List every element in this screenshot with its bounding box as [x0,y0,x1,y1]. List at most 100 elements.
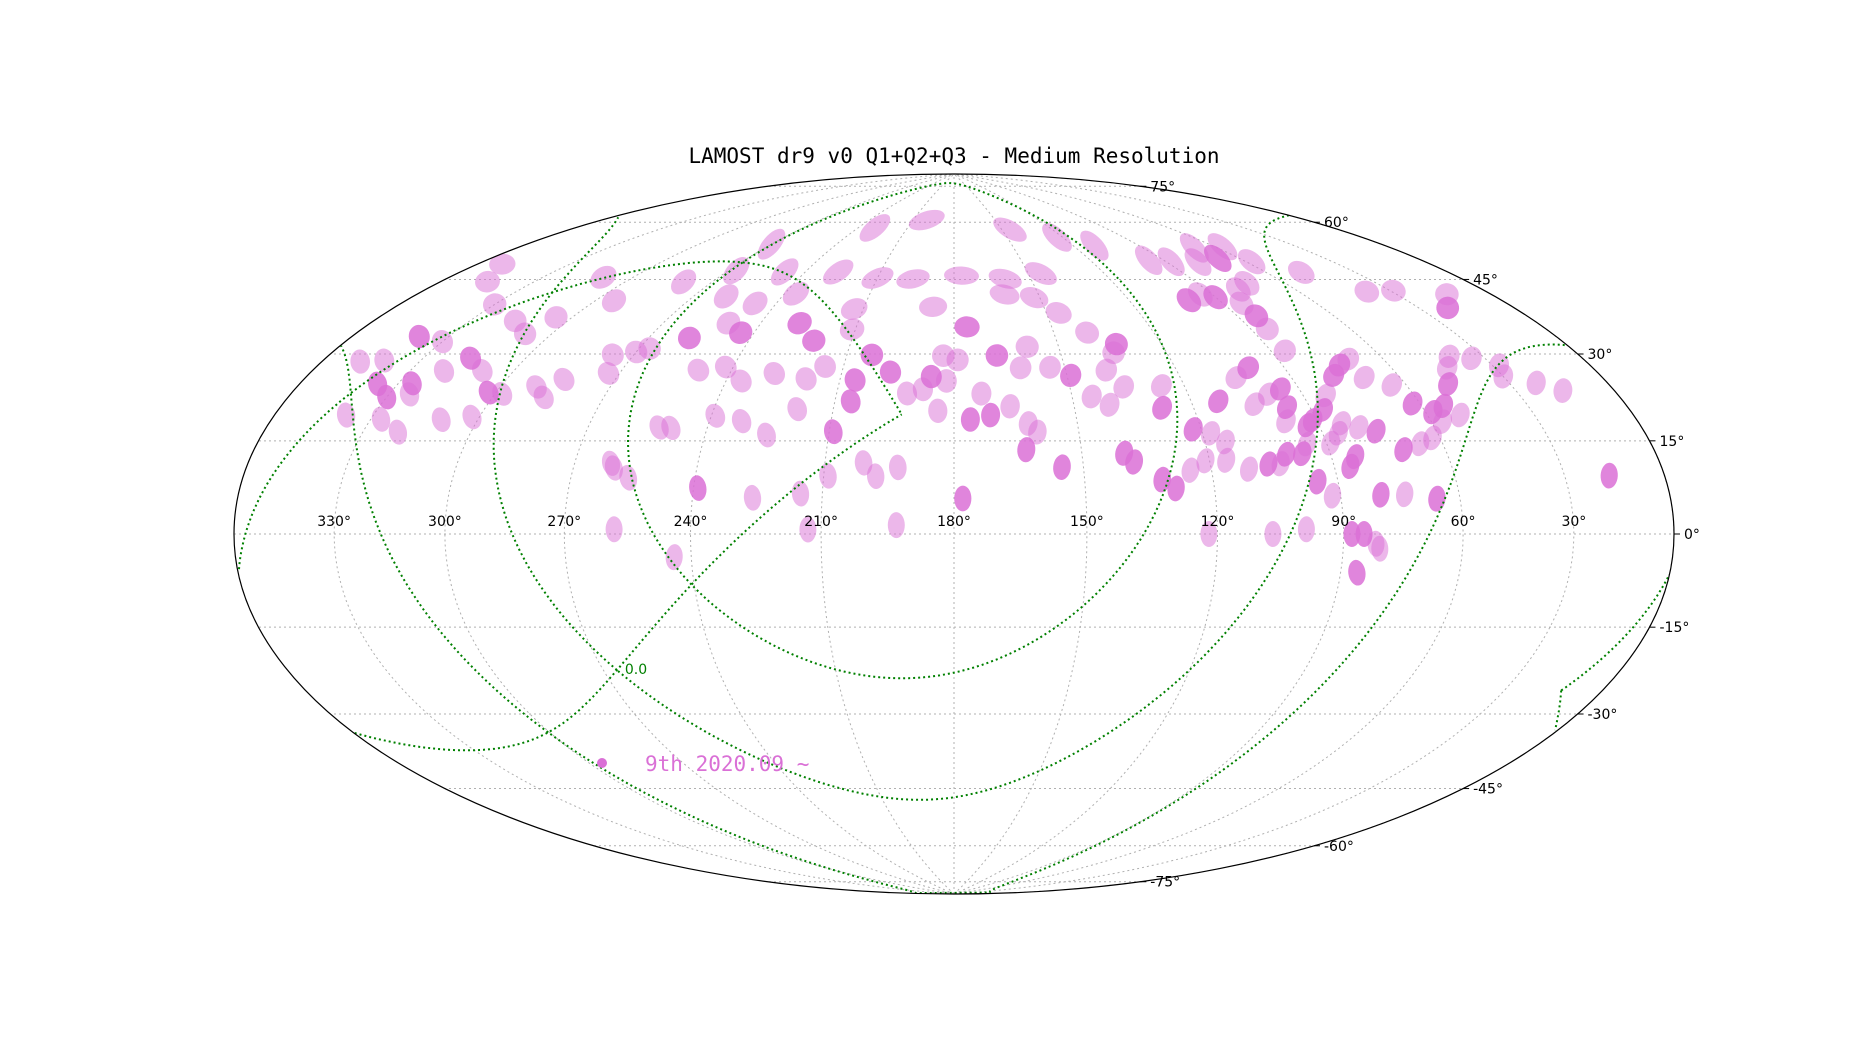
field-point [896,381,918,406]
chart-title: LAMOST dr9 v0 Q1+Q2+Q3 - Medium Resoluti… [688,144,1219,168]
field-point [954,316,980,338]
field-point [1028,419,1047,445]
field-point [1113,375,1135,399]
field-point [489,253,516,275]
field-point [544,306,568,329]
field-point [795,367,817,391]
field-point [1099,392,1120,417]
field-point [677,326,701,350]
field-point [1276,441,1296,467]
field-point [1183,417,1203,442]
field-point [1346,444,1365,470]
field-point [1150,374,1172,398]
field-point [1095,358,1118,382]
field-point [503,309,527,333]
field-point [1208,389,1229,414]
field-point [1337,347,1360,371]
field-point [757,422,776,448]
field-point [1181,457,1200,483]
field-point [1204,244,1232,272]
field-point [814,355,836,378]
field-point [1366,418,1386,444]
field-point [1060,363,1082,388]
field-point [1287,260,1315,284]
field-point [705,403,726,428]
field-point [601,343,624,366]
field-point [350,349,371,374]
field-point [649,415,669,440]
field-point [601,450,621,476]
field-point [1269,377,1291,401]
lon-tick-label: 210° [804,514,838,530]
grid-meridian [953,174,1219,894]
field-point [1394,437,1413,463]
field-point [1273,339,1296,363]
field-point [1134,245,1163,276]
field-point [908,209,945,231]
field-point [1381,373,1403,397]
field-point [743,484,762,511]
field-point [1019,287,1049,309]
field-point [819,463,837,489]
field-point [791,480,810,507]
field-point [1176,288,1202,313]
field-point [981,402,1001,428]
field-point [1328,420,1348,446]
galactic-longitude-curve [238,260,1671,692]
field-point [1217,447,1236,473]
field-point [1017,437,1036,463]
field-point [1348,559,1366,586]
lat-tick-label: -30° [1588,707,1618,723]
lat-tick-label: -60° [1324,839,1354,855]
field-point [1428,485,1446,512]
field-point [408,324,430,349]
field-point [475,270,500,293]
field-point [590,265,617,289]
field-point [1410,431,1430,457]
field-point [336,402,356,428]
field-point [1354,280,1380,303]
field-point [431,329,453,354]
field-point [601,289,627,313]
field-point [1297,431,1317,457]
field-point [553,367,575,391]
galactic-coordinate-curves [238,182,1671,894]
field-point [1201,421,1221,446]
field-point [944,266,979,285]
field-point [1000,394,1020,419]
field-point [1435,283,1459,306]
survey-fields [336,209,1618,586]
field-point [1353,365,1375,390]
field-point [730,369,752,393]
lon-tick-label: 240° [674,514,708,530]
lat-tick-label: 60° [1324,215,1349,231]
field-point [687,358,710,382]
field-point [840,389,861,414]
field-point [960,407,980,432]
galactic-longitude-curve [354,413,1563,752]
field-point [866,463,885,489]
field-point [670,269,697,295]
grid-meridian [689,174,955,894]
field-point [1308,468,1327,495]
field-point [1297,516,1315,543]
field-point [763,361,786,386]
field-point [1264,521,1282,547]
field-point [665,544,683,571]
lat-tick-label: -15° [1660,620,1690,636]
field-point [1042,223,1072,252]
field-point [1237,249,1266,275]
field-point [714,355,737,379]
field-point [1200,521,1218,547]
field-point [1239,456,1259,482]
field-point [1179,233,1209,263]
field-point [1075,321,1100,344]
field-point [1167,475,1185,502]
field-point [460,346,482,370]
field-point [1053,454,1071,480]
field-point [597,361,620,385]
lat-tick-label: -45° [1473,782,1503,798]
lat-tick-label: 0° [1684,527,1700,543]
field-point [1402,391,1423,416]
field-point [799,516,817,543]
